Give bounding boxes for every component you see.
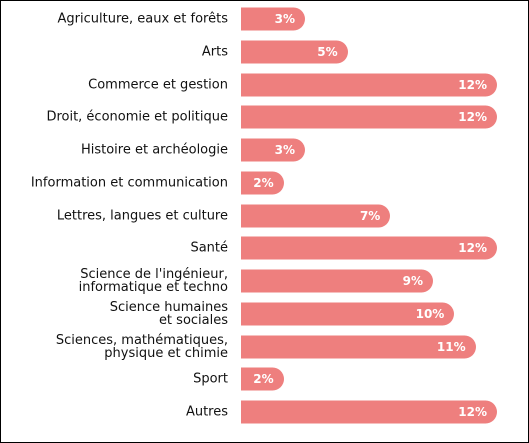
- bar: [241, 367, 284, 391]
- value-label: 12%: [458, 405, 487, 419]
- value-label: 3%: [274, 12, 295, 26]
- bar: [241, 171, 284, 195]
- value-label: 2%: [253, 175, 274, 190]
- value-label: 11%: [436, 339, 466, 354]
- bar: [241, 40, 348, 64]
- category-label: Sciences, mathématiques, physique et chi…: [55, 332, 228, 361]
- value-label: 9%: [402, 274, 423, 288]
- bar: [241, 400, 497, 424]
- category-label: Sport: [193, 371, 228, 387]
- bar: [241, 73, 497, 96]
- category-label: Science de l'ingénieur, informatique et …: [78, 267, 228, 295]
- bar: [241, 138, 305, 162]
- category-label: Santé: [190, 240, 228, 256]
- category-label: Histoire et archéologie: [80, 142, 228, 158]
- bar: [241, 236, 497, 260]
- value-label: 12%: [458, 77, 487, 92]
- value-label: 2%: [253, 372, 274, 387]
- bar: [241, 7, 305, 31]
- category-label: Science humaines et sociales: [109, 299, 228, 328]
- category-label: Arts: [201, 44, 228, 60]
- bar: [241, 269, 433, 293]
- bar: [241, 302, 455, 326]
- category-label: Information et communication: [30, 175, 228, 191]
- value-label: 12%: [458, 241, 487, 256]
- category-label: Agriculture, eaux et forêts: [57, 11, 228, 27]
- value-label: 7%: [359, 208, 381, 223]
- value-label: 5%: [317, 44, 338, 59]
- category-label: Lettres, langues et culture: [56, 208, 228, 223]
- value-label: 12%: [458, 110, 487, 125]
- bar: [241, 105, 497, 129]
- bar: [241, 204, 391, 227]
- bar: [241, 335, 476, 358]
- value-label: 3%: [274, 143, 295, 157]
- category-label: Autres: [185, 404, 228, 420]
- category-label: Droit, économie et politique: [46, 109, 228, 125]
- value-label: 10%: [415, 306, 445, 321]
- category-label: Commerce et gestion: [88, 77, 228, 92]
